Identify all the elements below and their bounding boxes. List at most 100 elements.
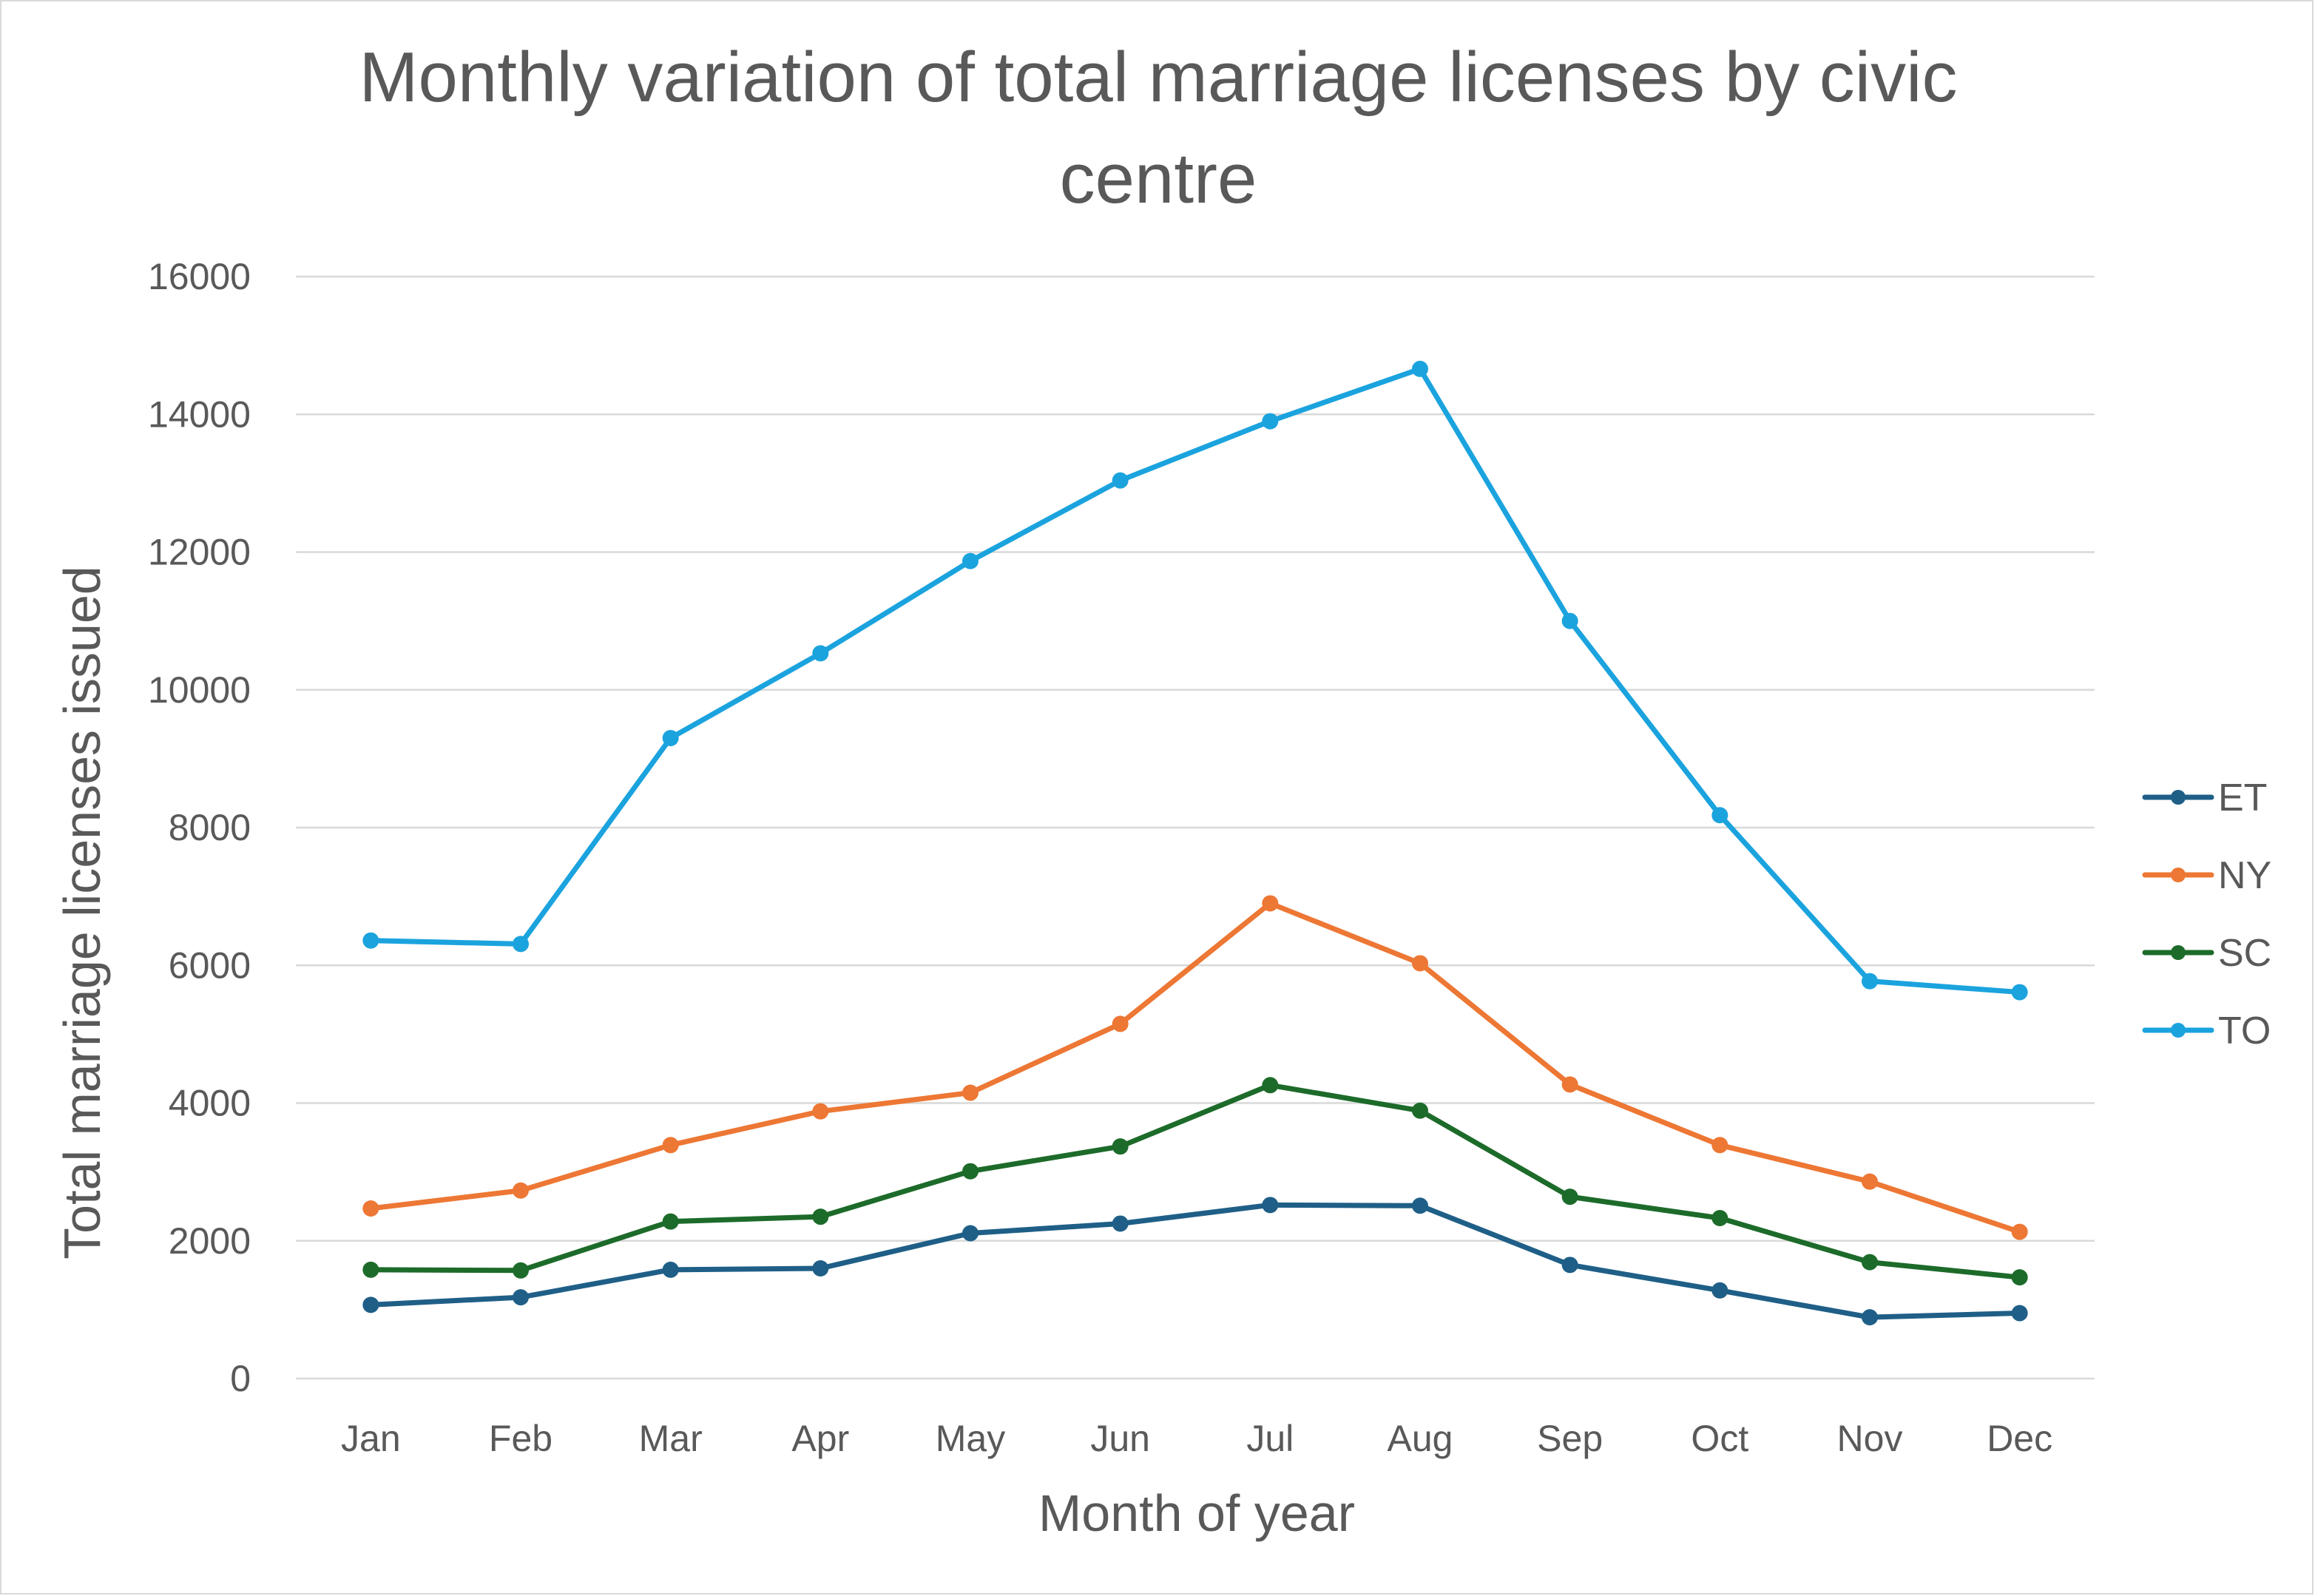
- legend-item-sc: SC: [2142, 932, 2271, 975]
- legend-item-et: ET: [2142, 777, 2267, 819]
- data-point-sc-dec: [2011, 1269, 2028, 1286]
- data-point-et-jan: [362, 1296, 379, 1313]
- y-tick-label: 14000: [148, 393, 251, 435]
- legend-label-to: TO: [2218, 1010, 2271, 1052]
- data-point-to-jan: [362, 932, 379, 949]
- data-point-to-may: [962, 552, 979, 569]
- x-tick-label-aug: Aug: [1388, 1418, 1453, 1459]
- data-point-ny-mar: [662, 1137, 679, 1154]
- data-point-to-mar: [662, 729, 679, 746]
- y-tick-label: 4000: [169, 1083, 251, 1124]
- data-point-sc-jun: [1112, 1138, 1129, 1155]
- chart-title-line-1: Monthly variation of total marriage lice…: [359, 38, 1958, 117]
- data-point-ny-oct: [1711, 1137, 1728, 1154]
- data-point-ny-aug: [1412, 955, 1428, 972]
- legend-swatch-marker: [2171, 868, 2186, 882]
- data-point-sc-jan: [362, 1261, 379, 1278]
- data-point-ny-may: [962, 1084, 979, 1101]
- y-tick-label: 12000: [148, 532, 251, 573]
- legend-swatch-marker: [2171, 1023, 2186, 1038]
- data-point-to-feb: [513, 936, 529, 953]
- chart-title-line-2: centre: [1060, 139, 1257, 218]
- chart-title: Monthly variation of total marriage lice…: [359, 38, 1958, 218]
- legend-label-sc: SC: [2218, 932, 2271, 975]
- data-point-sc-jul: [1262, 1077, 1279, 1094]
- data-point-to-apr: [812, 645, 829, 662]
- data-point-sc-sep: [1561, 1188, 1578, 1206]
- data-point-et-jun: [1112, 1215, 1129, 1232]
- series-ny: [362, 895, 2028, 1240]
- data-point-sc-aug: [1412, 1102, 1428, 1119]
- x-tick-label-jul: Jul: [1246, 1418, 1294, 1459]
- x-tick-label-nov: Nov: [1837, 1418, 1903, 1459]
- data-point-et-jul: [1262, 1197, 1279, 1214]
- data-point-to-sep: [1561, 612, 1578, 629]
- x-tick-label-jun: Jun: [1090, 1418, 1150, 1459]
- data-point-to-oct: [1711, 807, 1728, 824]
- series-line-to: [368, 366, 2023, 995]
- y-axis-label: Total marriage licenses issued: [53, 566, 111, 1259]
- data-point-sc-may: [962, 1163, 979, 1180]
- data-point-ny-dec: [2011, 1223, 2028, 1240]
- data-point-et-mar: [662, 1261, 679, 1278]
- data-point-et-oct: [1711, 1282, 1728, 1299]
- y-tick-label: 6000: [169, 944, 251, 986]
- x-axis-label: Month of year: [1038, 1484, 1355, 1542]
- y-tick-label: 8000: [169, 807, 251, 848]
- data-point-ny-jun: [1112, 1015, 1129, 1032]
- legend-swatch-marker: [2171, 945, 2186, 960]
- legend-label-ny: NY: [2218, 854, 2271, 897]
- data-point-ny-nov: [1862, 1173, 1878, 1190]
- series-line-ny: [368, 900, 2023, 1235]
- data-point-et-dec: [2011, 1305, 2028, 1322]
- data-point-ny-jul: [1262, 895, 1279, 912]
- data-point-et-aug: [1412, 1197, 1428, 1214]
- legend-item-to: TO: [2142, 1010, 2271, 1052]
- data-point-to-dec: [2011, 984, 2028, 1001]
- data-point-ny-feb: [513, 1182, 529, 1199]
- legend: ET NY SC TO: [2142, 777, 2271, 1052]
- x-tick-label-sep: Sep: [1537, 1418, 1603, 1459]
- data-point-et-feb: [513, 1289, 529, 1306]
- x-tick-label-oct: Oct: [1691, 1418, 1748, 1459]
- data-point-to-nov: [1862, 973, 1878, 990]
- data-point-sc-oct: [1711, 1210, 1728, 1227]
- y-tick-label: 0: [230, 1358, 251, 1399]
- data-point-to-jul: [1262, 413, 1279, 430]
- series-sc: [362, 1077, 2028, 1286]
- series-line-sc: [368, 1082, 2023, 1280]
- x-tick-label-jan: Jan: [341, 1418, 401, 1459]
- data-point-sc-apr: [812, 1208, 829, 1225]
- y-tick-label: 2000: [169, 1220, 251, 1262]
- data-point-et-nov: [1862, 1309, 1878, 1326]
- data-point-sc-nov: [1862, 1254, 1878, 1271]
- x-tick-label-apr: Apr: [791, 1418, 849, 1459]
- data-point-et-apr: [812, 1260, 829, 1277]
- data-point-sc-mar: [662, 1213, 679, 1230]
- data-point-to-jun: [1112, 472, 1129, 489]
- data-point-et-may: [962, 1225, 979, 1242]
- x-tick-label-may: May: [936, 1418, 1005, 1459]
- x-tick-label-dec: Dec: [1987, 1418, 2052, 1459]
- series-to: [362, 360, 2028, 1001]
- series-et: [362, 1197, 2028, 1326]
- data-point-et-sep: [1561, 1257, 1578, 1274]
- data-point-ny-sep: [1561, 1076, 1578, 1093]
- gridlines: [296, 275, 2095, 1380]
- y-axis-ticks: 0 2000 4000 6000 8000 10000 12000 14000 16000: [148, 256, 251, 1399]
- x-tick-label-feb: Feb: [489, 1418, 552, 1459]
- legend-item-ny: NY: [2142, 854, 2271, 897]
- x-tick-label-mar: Mar: [639, 1418, 703, 1459]
- data-point-to-aug: [1412, 360, 1428, 377]
- y-tick-label: 16000: [148, 256, 251, 297]
- data-point-sc-feb: [513, 1262, 529, 1279]
- data-point-ny-jan: [362, 1200, 379, 1217]
- x-axis-ticks: Jan Feb Mar Apr May Jun Jul Aug Sep Oct Nov Dec: [341, 1418, 2052, 1459]
- data-point-ny-apr: [812, 1103, 829, 1120]
- series-lines: [362, 360, 2028, 1326]
- y-tick-label: 10000: [148, 669, 251, 711]
- legend-label-et: ET: [2218, 777, 2267, 819]
- series-line-et: [368, 1202, 2023, 1320]
